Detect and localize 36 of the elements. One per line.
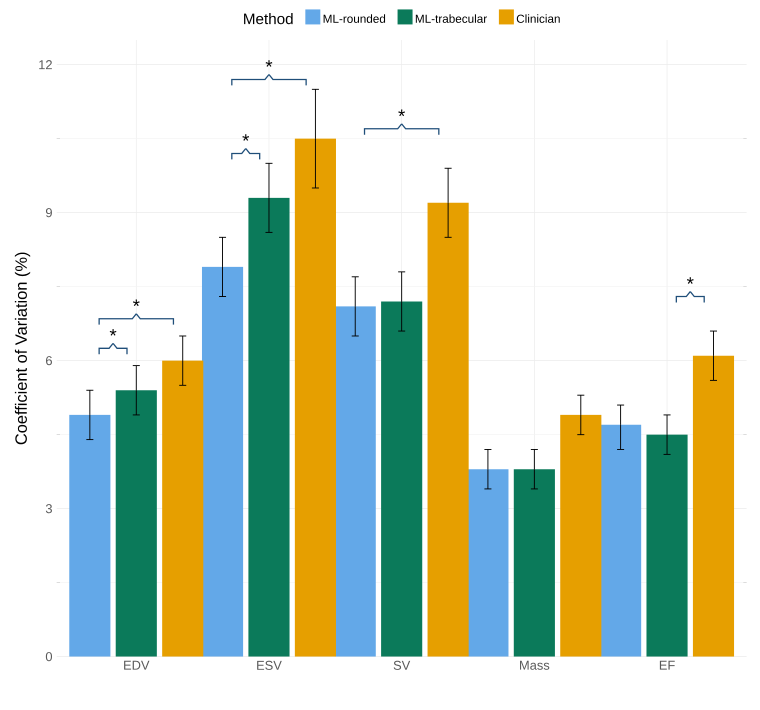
legend-label: ML-trabecular	[416, 14, 487, 23]
y-tick-label: 0	[46, 652, 52, 662]
y-tick-label: 6	[46, 356, 52, 366]
bar	[514, 469, 555, 657]
bar	[428, 202, 469, 657]
legend-label: Clinician	[516, 14, 560, 23]
bar	[248, 198, 290, 657]
bar	[600, 424, 642, 657]
annotation: *	[242, 134, 250, 141]
bar	[116, 390, 157, 657]
legend-title: Method	[244, 13, 293, 24]
annotation: *	[110, 329, 116, 336]
bar	[692, 356, 734, 657]
bar	[162, 360, 204, 657]
annotation: *	[132, 299, 140, 306]
bar	[467, 469, 508, 657]
bar	[294, 138, 336, 657]
bar	[69, 414, 110, 657]
x-tick-label: ESV	[257, 660, 282, 670]
bar	[381, 301, 422, 657]
y-tick-label: 9	[46, 208, 52, 218]
bar	[646, 434, 688, 657]
y-axis-title: Coefficient of Variation (%)	[14, 252, 30, 444]
x-tick-label: EF	[660, 660, 675, 670]
x-tick-label: Mass	[520, 660, 550, 670]
x-tick-label: SV	[394, 660, 410, 670]
y-tick-label: 12	[39, 60, 52, 70]
bar	[560, 414, 602, 657]
bar	[202, 266, 244, 657]
y-tick-label: 3	[46, 504, 52, 514]
annotation: *	[398, 110, 406, 116]
annotation: *	[266, 60, 272, 67]
bar	[334, 306, 376, 657]
legend-label: ML-rounded	[324, 14, 386, 23]
x-tick-label: EDV	[124, 660, 150, 670]
annotation: *	[686, 277, 694, 284]
